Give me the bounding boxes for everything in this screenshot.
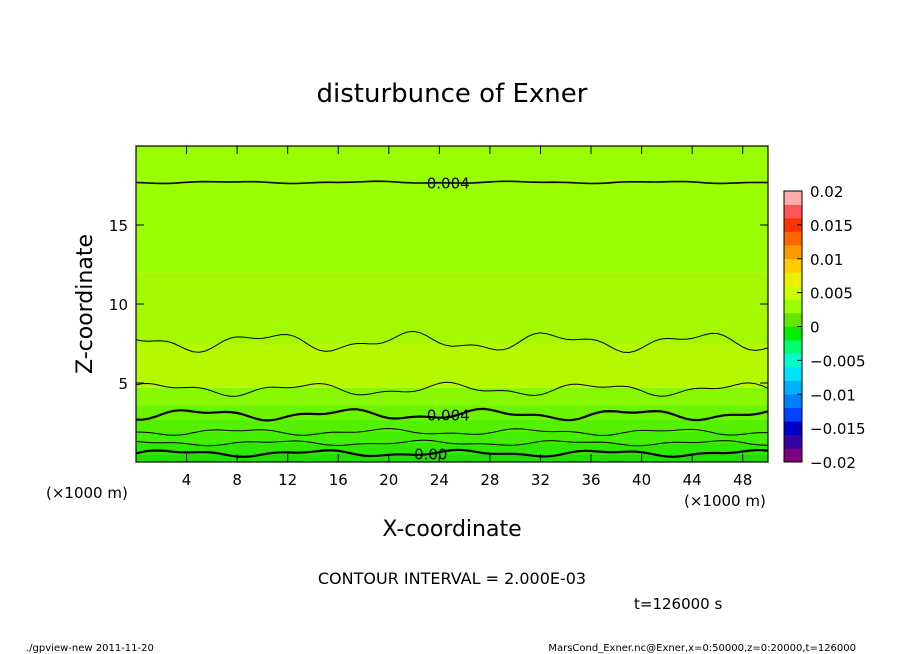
- y-unit-label: (×1000 m): [46, 484, 128, 502]
- x-tick-label: 40: [632, 471, 651, 489]
- colorbar-segment: [784, 285, 802, 300]
- contour-interval-text: CONTOUR INTERVAL = 2.000E-03: [318, 569, 586, 588]
- x-tick-label: 28: [480, 471, 499, 489]
- time-text: t=126000 s: [634, 595, 722, 613]
- x-tick-label: 36: [581, 471, 600, 489]
- colorbar-segment: [784, 448, 802, 463]
- contour-line: [135, 330, 769, 354]
- colorbar-segment: [784, 245, 802, 260]
- colorbar-segment: [784, 380, 802, 395]
- x-tick-label: 24: [430, 471, 449, 489]
- footer-left: ./gpview-new 2011-11-20: [26, 643, 154, 654]
- colorbar-segment: [784, 434, 802, 449]
- colorbar-segment: [784, 191, 802, 205]
- contour-line: [135, 439, 769, 447]
- x-tick-label: 48: [733, 471, 752, 489]
- colorbar-tick-label: 0.02: [810, 183, 843, 201]
- x-tick-label: 12: [278, 471, 297, 489]
- contour-line: [135, 448, 769, 459]
- colorbar-tick-label: 0.005: [810, 285, 853, 303]
- colorbar-tick-label: 0: [810, 319, 820, 337]
- contour-band: [136, 343, 768, 388]
- colorbar-tick-label: 0.01: [810, 251, 843, 269]
- chart-title: disturbunce of Exner: [317, 79, 588, 109]
- colorbar-segment: [784, 231, 802, 246]
- y-axis: 5 10 15: [109, 217, 768, 393]
- colorbar-segment: [784, 367, 802, 381]
- contour-band: [136, 419, 768, 432]
- footer-right: MarsCond_Exner.nc@Exner,x=0:50000,z=0:20…: [548, 643, 856, 654]
- x-tick-label: 44: [683, 471, 702, 489]
- colorbar-tick-label: −0.02: [810, 454, 856, 472]
- colorbar-tick-label: −0.01: [810, 386, 856, 404]
- plot-area: [136, 146, 768, 462]
- colorbar-segment: [784, 312, 802, 327]
- colorbar-segment: [784, 353, 802, 368]
- colorbar-segment: [784, 407, 802, 422]
- contour-line: [135, 381, 769, 397]
- colorbar-segment: [784, 258, 802, 273]
- colorbar-segment: [784, 326, 802, 341]
- x-axis-title: X-coordinate: [382, 517, 521, 542]
- contour-band: [136, 454, 768, 462]
- y-tick-label: 5: [118, 375, 128, 393]
- colorbar-segment: [784, 299, 802, 314]
- colorbar-segment: [784, 340, 802, 354]
- colorbar-segment: [784, 421, 802, 436]
- y-tick-label: 10: [109, 296, 128, 314]
- colorbar-ticks: 0.02 0.015 0.01 0.005 0 −0.005 −0.01 −0.015 −0.0…: [797, 183, 866, 472]
- colorbar-segment: [784, 272, 802, 287]
- colorbar-segment: [784, 204, 802, 219]
- contour-label: 0.00: [414, 445, 447, 463]
- x-tick-label: 4: [182, 471, 192, 489]
- colorbar-segment: [784, 394, 802, 409]
- colorbar: [783, 190, 803, 463]
- x-tick-label: 8: [232, 471, 242, 489]
- contour-band: [136, 387, 768, 406]
- x-tick-label: 16: [329, 471, 348, 489]
- colorbar-tick-label: 0.015: [810, 217, 853, 235]
- y-axis-title: Z-coordinate: [73, 234, 98, 374]
- contour-band: [136, 431, 768, 444]
- y-tick-label: 15: [109, 217, 128, 235]
- contour-band: [136, 443, 768, 455]
- contour-line: [135, 180, 769, 185]
- x-unit-label: (×1000 m): [684, 492, 766, 510]
- contour-label: 0.004: [427, 407, 470, 425]
- colorbar-tick-label: −0.005: [810, 352, 866, 370]
- contour-line: [135, 427, 768, 437]
- x-tick-label: 32: [531, 471, 550, 489]
- colorbar-segment: [784, 218, 802, 232]
- contour-line: [135, 407, 769, 422]
- x-tick-label: 20: [379, 471, 398, 489]
- contour-lines: [135, 180, 769, 459]
- contour-band: [136, 146, 768, 273]
- contour-band: [136, 272, 768, 344]
- x-axis: 4 8 12 16 20 24 28 32 36 40 44 48: [182, 146, 752, 489]
- contour-label: 0.004: [427, 174, 470, 192]
- colorbar-tick-label: −0.015: [810, 420, 866, 438]
